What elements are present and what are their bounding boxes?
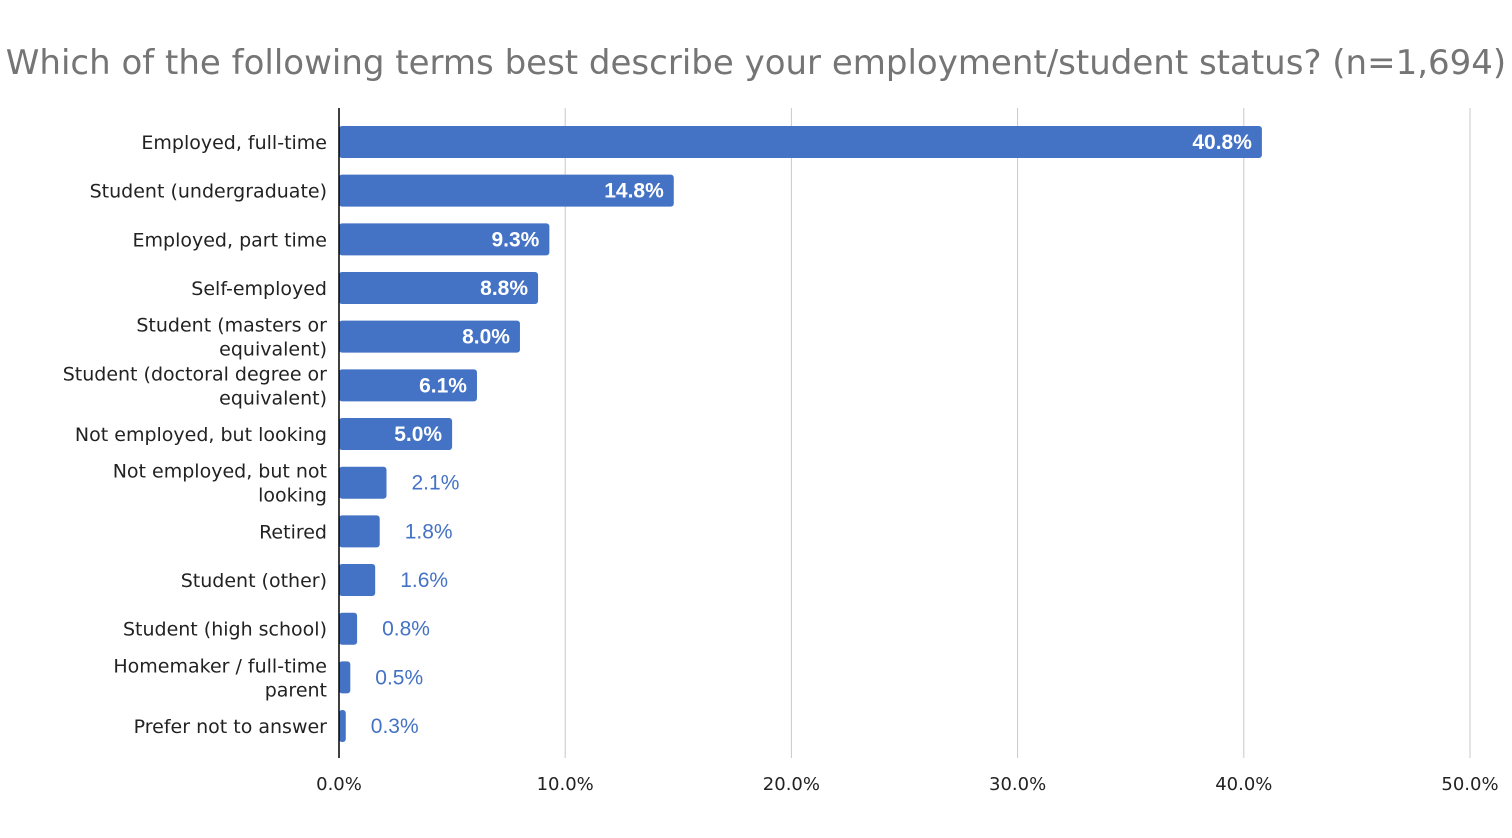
- grid-lines: [564, 108, 1471, 758]
- x-tick-label: 0.0%: [316, 774, 362, 795]
- bar: [339, 272, 539, 305]
- data-label: 9.3%: [491, 228, 539, 251]
- bar: [339, 320, 520, 353]
- chart-title: Which of the following terms best descri…: [6, 43, 1506, 83]
- category-label: Self-employed: [191, 278, 327, 300]
- x-tick-label: 50.0%: [1441, 774, 1498, 795]
- bar: [339, 223, 550, 256]
- data-label: 8.8%: [480, 277, 528, 300]
- bar: [339, 466, 387, 499]
- category-label: Prefer not to answer: [134, 716, 328, 738]
- x-axis-tick-labels: 0.0% 10.0% 20.0% 30.0% 40.0% 50.0%: [316, 774, 1498, 795]
- bar: [339, 710, 346, 743]
- bar: [339, 418, 453, 451]
- value-labels: 40.8% 14.8% 9.3% 8.8% 8.0% 6.1% 5.0% 2.1% 1.8% 1.…: [371, 131, 1252, 738]
- x-tick-label: 20.0%: [763, 774, 820, 795]
- category-label: Employed, full-time: [141, 132, 327, 154]
- data-label: 8.0%: [462, 326, 510, 349]
- data-label: 0.5%: [375, 666, 423, 689]
- bar: [339, 515, 380, 548]
- category-label: Student (high school): [123, 619, 327, 641]
- category-label: Not employed, but not looking: [113, 461, 327, 507]
- category-labels: Employed, full-time Student (undergraduat…: [63, 132, 327, 738]
- bars: [339, 126, 1262, 743]
- x-tick-label: 40.0%: [1215, 774, 1272, 795]
- data-label: 2.1%: [412, 472, 460, 495]
- category-label: Student (undergraduate): [90, 181, 327, 203]
- category-label: Student (doctoral degree or equivalent): [63, 363, 327, 409]
- category-label: Student (other): [181, 570, 327, 592]
- data-label: 40.8%: [1192, 131, 1252, 154]
- data-label: 6.1%: [419, 374, 467, 397]
- data-label: 5.0%: [394, 423, 442, 446]
- data-label: 14.8%: [604, 180, 664, 203]
- x-tick-label: 10.0%: [537, 774, 594, 795]
- category-label: Employed, part time: [133, 229, 327, 251]
- category-label: Homemaker / full-time parent: [113, 655, 327, 701]
- bar: [339, 564, 376, 597]
- data-label: 0.3%: [371, 715, 419, 738]
- category-label: Student (masters or equivalent): [136, 315, 327, 361]
- bar: [339, 661, 351, 694]
- bar: [339, 126, 1262, 158]
- category-label: Not employed, but looking: [75, 424, 327, 446]
- x-tick-label: 30.0%: [989, 774, 1046, 795]
- data-label: 1.6%: [400, 569, 448, 592]
- bar: [339, 369, 477, 402]
- data-label: 0.8%: [382, 618, 430, 641]
- bar: [339, 174, 674, 207]
- category-label: Retired: [259, 521, 327, 543]
- data-label: 1.8%: [405, 520, 453, 543]
- bar: [339, 612, 358, 645]
